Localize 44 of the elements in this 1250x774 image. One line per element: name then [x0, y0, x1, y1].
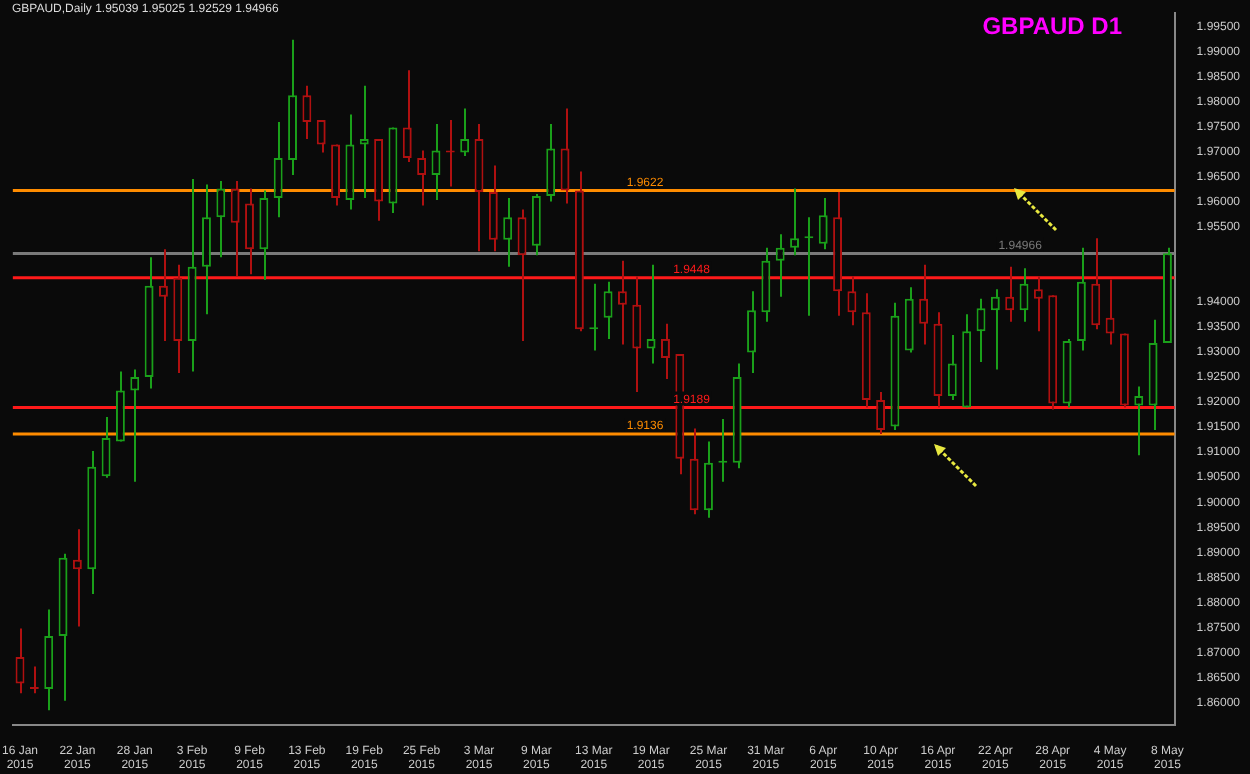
candlestick: [202, 183, 211, 316]
candlestick: [847, 275, 857, 327]
candlestick: [546, 122, 556, 203]
candlestick: [761, 246, 771, 323]
candlestick: [1134, 385, 1144, 457]
candlestick: [632, 275, 642, 393]
candlestick: [904, 286, 914, 354]
candlestick: [1091, 237, 1101, 331]
candlestick: [488, 164, 498, 253]
candlestick: [245, 187, 254, 276]
candlestick: [273, 120, 283, 219]
candlestick: [417, 149, 427, 207]
candlestick: [316, 118, 326, 154]
candlestick: [216, 180, 226, 259]
candlestick: [115, 370, 125, 443]
candlestick: [130, 368, 140, 483]
candlestick: [790, 187, 799, 257]
candlestick: [230, 180, 240, 278]
candlestick: [159, 248, 168, 342]
candlestick: [72, 528, 82, 628]
candlestick: [531, 193, 541, 257]
candlestick: [704, 440, 713, 519]
candlestick: [661, 322, 670, 380]
candlestick: [603, 280, 613, 340]
candlestick: [1005, 265, 1015, 323]
candlestick: [646, 263, 656, 365]
candlestick: [689, 427, 699, 516]
chart-title: GBPAUD D1: [982, 12, 1122, 40]
candlestick: [818, 197, 828, 251]
candlestick: [259, 189, 269, 281]
candlestick: [919, 263, 929, 346]
candlestick: [1105, 278, 1115, 346]
candlestick: [947, 333, 957, 402]
candlestick: [302, 84, 312, 140]
candlestick: [101, 416, 111, 479]
candlestick: [775, 233, 785, 298]
candlestick: [876, 391, 886, 436]
candlestick: [402, 69, 412, 164]
candlestick: [617, 259, 627, 346]
candlestick: [460, 107, 470, 157]
candlestick: [503, 197, 513, 268]
candlestick: [990, 288, 1000, 371]
candlestick: [1033, 275, 1043, 333]
candlestick: [747, 290, 756, 374]
